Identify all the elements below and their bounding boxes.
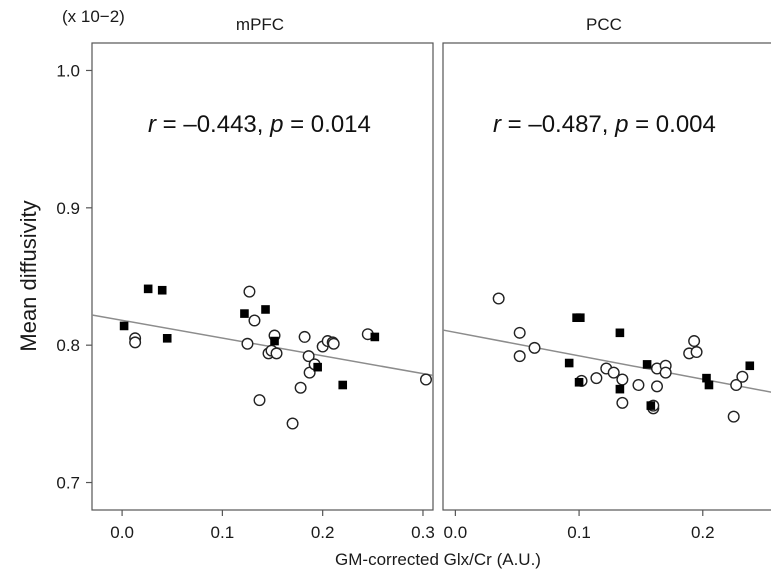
y-tick-label: 1.0 xyxy=(56,61,80,80)
y-tick-label: 0.9 xyxy=(56,199,80,218)
open-circle-point xyxy=(513,350,526,363)
open-circle-point xyxy=(129,336,142,349)
filled-square-point xyxy=(574,377,584,387)
x-tick-label: 0.0 xyxy=(110,523,134,542)
filled-square-point xyxy=(240,309,249,318)
x-axis-title: GM-corrected Glx/Cr (A.U.) xyxy=(335,550,541,569)
filled-square-point xyxy=(261,305,270,314)
y-axis-ticks: 0.7 0.8 0.9 1.0 xyxy=(56,61,92,493)
filled-square-point xyxy=(576,313,585,323)
annotation-p-value: = 0.004 xyxy=(628,111,715,138)
filled-square-point xyxy=(642,360,652,369)
open-circle-point xyxy=(513,326,526,339)
x-tick-label: 0.1 xyxy=(211,523,235,542)
filled-square-point xyxy=(615,328,625,338)
x-tick-label: 0.0 xyxy=(444,523,468,542)
x-tick-label: 0.3 xyxy=(411,523,435,542)
panel-title-mpfc: mPFC xyxy=(236,15,284,34)
open-circle-point xyxy=(298,330,311,343)
open-circle-point xyxy=(528,341,541,354)
filled-square-point xyxy=(157,285,167,295)
panel-title-pcc: PCC xyxy=(586,15,622,34)
filled-square-point xyxy=(704,380,714,390)
open-circle-point xyxy=(243,285,256,298)
annotation-p-label: p xyxy=(269,111,283,138)
fit-line-group-mpfc xyxy=(91,314,434,377)
filled-square-point xyxy=(702,373,711,383)
annotation-r-value: = –0.487, xyxy=(501,111,615,138)
open-circle-point xyxy=(607,366,620,379)
annotation-mpfc: r = –0.443, p = 0.014 xyxy=(148,111,371,138)
axis-ticks-mpfc: 0.0 0.1 0.2 0.3 xyxy=(110,510,435,542)
panel-mpfc: mPFC r = –0.443, p = 0.014 0.0 0.1 0.2 0.3 xyxy=(91,15,435,542)
filled-square-point xyxy=(119,321,129,331)
x-tick-label: 0.2 xyxy=(691,523,715,542)
panel-pcc: PCC r = –0.487, p = 0.004 0.0 0.1 0.2 xyxy=(442,15,771,542)
regression-line xyxy=(91,314,434,377)
open-circle-point xyxy=(419,373,432,386)
open-circle-point xyxy=(270,347,283,360)
axis-ticks-pcc: 0.0 0.1 0.2 xyxy=(444,510,715,542)
filled-square-point xyxy=(143,284,153,294)
open-circle-point xyxy=(688,335,701,348)
panel-frame-pcc xyxy=(442,42,771,511)
y-multiplier-label: (x 10−2) xyxy=(62,7,125,26)
annotation-r-label: r xyxy=(493,111,502,138)
annotation-r-label: r xyxy=(148,111,157,138)
open-circle-point xyxy=(659,366,672,379)
open-circle-point xyxy=(327,337,340,350)
open-circle-point xyxy=(727,410,740,423)
annotation-pcc: r = –0.487, p = 0.004 xyxy=(493,111,716,138)
points-pcc xyxy=(492,292,755,423)
filled-square-point xyxy=(270,336,279,346)
open-circle-point xyxy=(616,396,629,409)
y-tick-label: 0.8 xyxy=(56,336,80,355)
filled-square-point xyxy=(646,401,656,410)
x-tick-label: 0.1 xyxy=(567,523,591,542)
regression-line xyxy=(442,329,771,393)
filled-square-point xyxy=(615,384,625,394)
open-circle-point xyxy=(302,350,315,363)
open-circle-point xyxy=(294,381,307,394)
open-circle-point xyxy=(651,380,664,393)
panel-frame-mpfc xyxy=(91,42,434,511)
open-circle-point xyxy=(248,314,261,327)
open-circle-point xyxy=(286,417,299,430)
filled-square-point xyxy=(564,358,574,368)
open-circle-point xyxy=(590,372,603,385)
open-circle-point xyxy=(492,292,505,305)
filled-square-point xyxy=(370,332,380,342)
y-tick-label: 0.7 xyxy=(56,474,80,493)
y-axis-title: Mean diffusivity xyxy=(16,200,41,351)
filled-square-point xyxy=(338,380,348,390)
fit-line-group-pcc xyxy=(442,329,771,393)
points-mpfc xyxy=(119,284,432,430)
open-circle-point xyxy=(632,379,645,392)
open-circle-point xyxy=(241,337,254,350)
annotation-r-value: = –0.443, xyxy=(156,111,270,138)
filled-square-point xyxy=(162,334,172,343)
open-circle-point xyxy=(253,394,266,407)
annotation-p-value: = 0.014 xyxy=(283,111,370,138)
open-circle-point xyxy=(730,379,743,392)
filled-square-point xyxy=(313,362,322,372)
annotation-p-label: p xyxy=(614,111,628,138)
open-circle-point xyxy=(616,373,629,386)
x-tick-label: 0.2 xyxy=(311,523,335,542)
open-circle-point xyxy=(736,370,749,383)
open-circle-point xyxy=(690,346,703,359)
filled-square-point xyxy=(745,361,755,371)
